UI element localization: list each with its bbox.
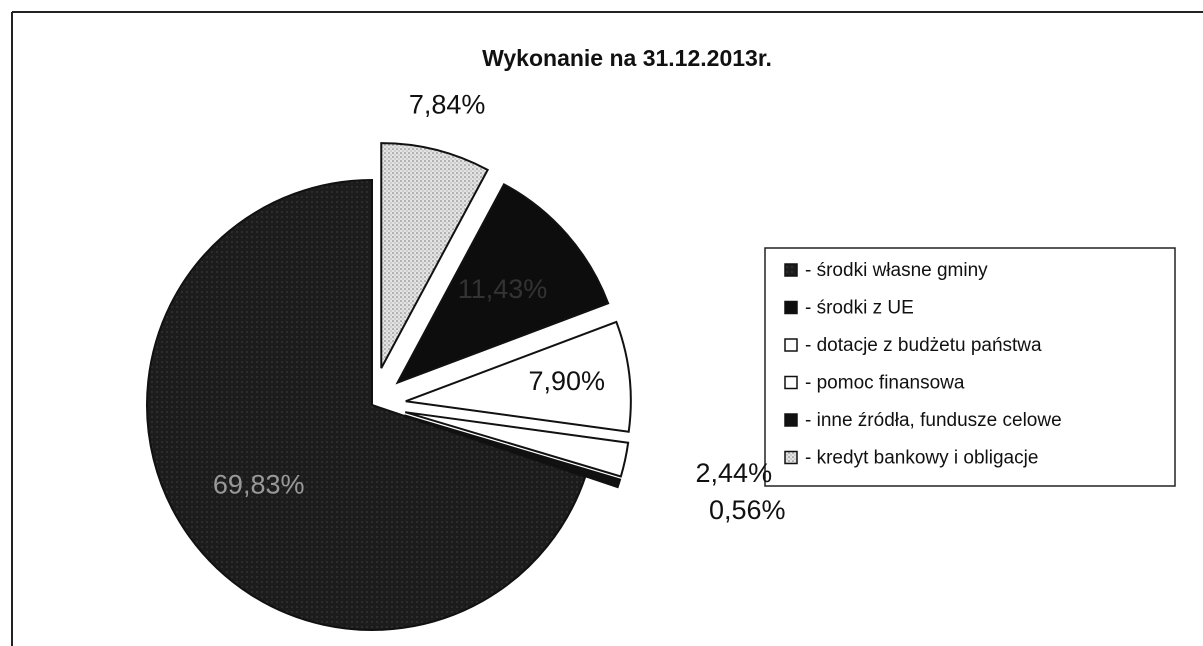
legend-swatch (784, 263, 798, 277)
data-label: 0,56% (709, 495, 786, 525)
legend-label: - dotacje z budżetu państwa (805, 335, 1042, 356)
pie-slice (395, 183, 610, 385)
legend-swatch (784, 413, 798, 427)
data-label: 2,44% (696, 458, 773, 488)
pie-slice (404, 411, 630, 478)
legend-label: - środki z UE (805, 298, 914, 319)
pie-slice (380, 142, 490, 369)
legend-label: - środki własne gminy (805, 260, 988, 281)
legend-box (764, 247, 1176, 487)
data-label: 11,43% (458, 274, 548, 304)
legend-swatch (784, 375, 798, 390)
data-label: 69,83% (213, 470, 305, 500)
legend-swatch (784, 300, 798, 315)
data-label: 7,84% (409, 89, 486, 119)
chart-title: Wykonanie na 31.12.2013r. (482, 45, 772, 71)
legend-label: - pomoc finansowa (805, 373, 965, 394)
legend-label: - inne źródła, fundusze celowe (805, 410, 1062, 431)
legend-swatch (784, 338, 798, 352)
data-label: 7,90% (528, 366, 605, 396)
legend-label: - kredyt bankowy i obligacje (805, 448, 1038, 469)
pie-slice (146, 178, 587, 631)
pie-slice (405, 320, 632, 433)
legend-swatch (784, 450, 798, 465)
